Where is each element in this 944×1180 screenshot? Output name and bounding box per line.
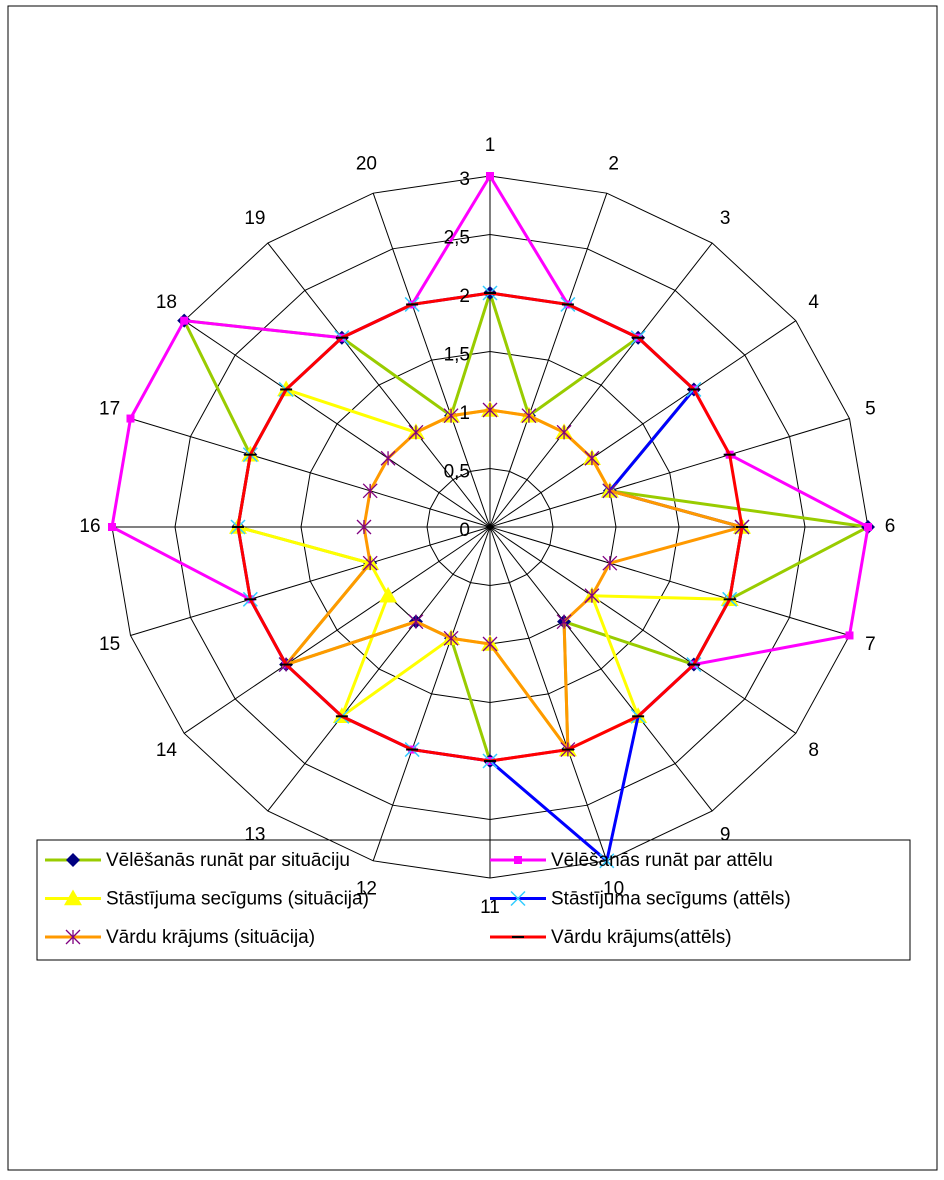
marker (864, 523, 872, 531)
spoke (130, 418, 491, 528)
marker (379, 586, 398, 603)
spoke (372, 526, 491, 861)
marker (486, 172, 494, 180)
marker (356, 519, 372, 535)
spoke (267, 526, 491, 812)
category-label: 12 (356, 878, 377, 899)
marker (64, 889, 82, 906)
spoke (489, 418, 850, 528)
category-label: 18 (156, 292, 177, 313)
spoke (489, 320, 797, 528)
legend-label: Vārdu krājums(attēls) (551, 927, 732, 948)
spoke (489, 526, 713, 812)
y-tick-label: 2 (459, 286, 470, 307)
spoke (489, 526, 850, 636)
marker (443, 630, 459, 646)
spoke (489, 242, 713, 528)
category-label: 9 (720, 824, 731, 845)
spoke (489, 193, 608, 528)
legend-box (36, 839, 911, 961)
legend-label: Stāstījuma secīgums (situācija) (106, 889, 369, 910)
marker (556, 614, 572, 630)
category-label: 3 (720, 208, 731, 229)
category-label: 8 (808, 740, 819, 761)
legend-label: Vārdu krājums (situācija) (106, 927, 315, 948)
legend-label: Stāstījuma secīgums (attēls) (551, 889, 791, 910)
spoke (183, 526, 491, 734)
marker (66, 853, 80, 867)
marker (408, 614, 424, 630)
category-label: 17 (99, 398, 120, 419)
category-label: 2 (608, 154, 619, 175)
marker (556, 424, 572, 440)
category-label: 7 (865, 634, 876, 655)
category-label: 11 (480, 897, 500, 918)
marker (845, 631, 854, 640)
legend-label: Vēlēšanās runāt par attēlu (551, 850, 773, 871)
marker (602, 555, 618, 571)
marker (602, 483, 618, 499)
marker (521, 408, 537, 424)
y-tick-label: 1,5 (444, 345, 470, 366)
marker (443, 408, 459, 424)
y-tick-label: 2,5 (444, 228, 470, 249)
labels: 00,511,522,53123456789101112131415161718… (79, 135, 895, 918)
series-layer (108, 172, 875, 869)
marker (408, 424, 424, 440)
marker (380, 450, 396, 466)
marker (126, 414, 135, 423)
marker (482, 636, 498, 652)
category-label: 13 (244, 824, 265, 845)
category-label: 1 (485, 135, 496, 156)
spoke (372, 193, 491, 528)
category-label: 16 (79, 516, 100, 537)
category-label: 14 (156, 740, 178, 761)
spoke (130, 526, 491, 636)
marker (599, 853, 615, 869)
category-label: 10 (603, 878, 624, 899)
category-label: 4 (808, 292, 819, 313)
marker (362, 483, 378, 499)
marker (482, 402, 498, 418)
marker (510, 890, 526, 907)
marker (584, 450, 600, 466)
marker (584, 588, 600, 604)
category-label: 15 (99, 634, 120, 655)
category-label: 6 (885, 516, 896, 537)
marker (65, 929, 81, 945)
marker (108, 523, 116, 531)
category-label: 20 (356, 154, 377, 175)
y-tick-label: 1 (459, 403, 470, 424)
category-label: 5 (865, 398, 876, 419)
y-tick-label: 3 (459, 169, 470, 190)
legend-label: Vēlēšanās runāt par situāciju (106, 850, 350, 871)
marker (180, 316, 189, 325)
spoke (267, 242, 491, 528)
category-label: 19 (244, 208, 265, 229)
marker (362, 555, 378, 571)
spoke (489, 526, 608, 861)
chart-border (7, 5, 938, 1171)
y-tick-label: 0 (459, 520, 470, 541)
spoke (183, 320, 491, 528)
y-tick-label: 0,5 (444, 462, 470, 483)
spoke (489, 526, 797, 734)
marker (514, 856, 522, 864)
